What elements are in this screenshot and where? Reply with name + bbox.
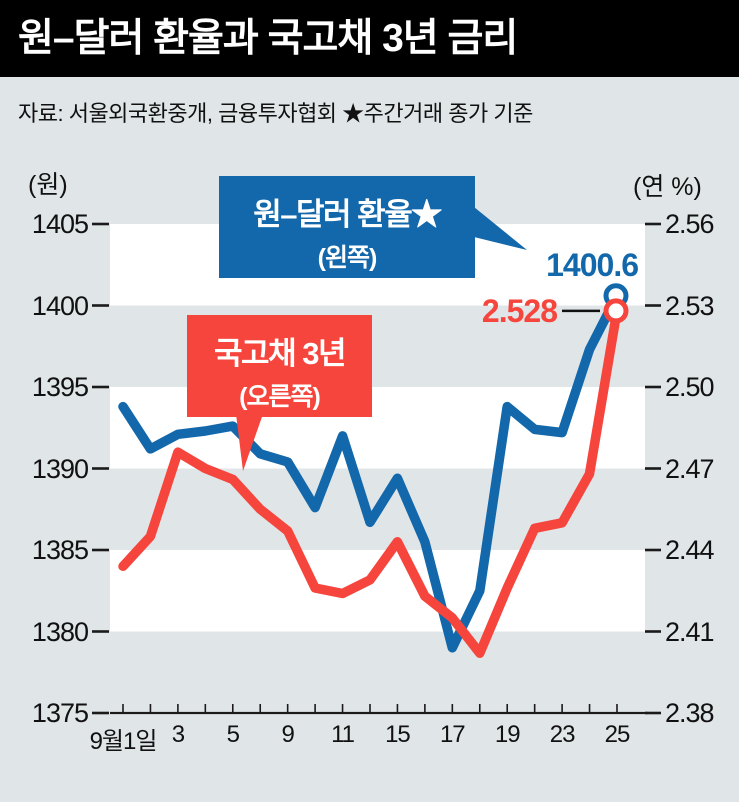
x-axis-tick bbox=[478, 704, 481, 713]
x-axis-tick bbox=[231, 704, 234, 713]
x-axis-label: 15 bbox=[385, 721, 411, 748]
left-axis-tick bbox=[92, 467, 109, 470]
x-axis-tick bbox=[588, 704, 591, 713]
x-axis-tick bbox=[533, 704, 536, 713]
x-axis-tick bbox=[369, 704, 371, 713]
left-axis-label: 1385 bbox=[31, 535, 89, 565]
x-axis-tick bbox=[314, 704, 316, 713]
x-axis-tick bbox=[122, 704, 124, 713]
x-axis-label: 9월1일 bbox=[89, 728, 158, 755]
callout-bond-yield-sub: (오른쪽) bbox=[239, 383, 321, 411]
x-axis-label: 25 bbox=[604, 721, 631, 748]
callout-exchange-rate-sub: (왼쪽) bbox=[317, 244, 378, 272]
page-title: 원–달러 환율과 국고채 3년 금리 bbox=[18, 17, 518, 60]
x-axis-tick bbox=[396, 704, 399, 713]
left-axis-tick bbox=[92, 630, 109, 633]
right-axis-tick bbox=[645, 467, 661, 470]
x-axis-label: 19 bbox=[494, 721, 521, 748]
left-axis-label: 1405 bbox=[31, 209, 89, 239]
x-axis-tick bbox=[149, 704, 152, 713]
left-axis-label: 1390 bbox=[31, 453, 89, 484]
x-axis-baseline bbox=[110, 711, 648, 715]
exchange-rate-end-value: 1400.6 bbox=[546, 247, 639, 283]
left-axis-unit-label: (원) bbox=[28, 171, 68, 199]
right-axis-label: 2.53 bbox=[665, 290, 715, 321]
right-axis-tick bbox=[645, 711, 661, 715]
callout-bond-yield: 국고채 3년 (오른쪽) bbox=[187, 315, 372, 417]
x-axis-tick bbox=[341, 704, 344, 713]
x-axis-tick bbox=[177, 704, 179, 713]
source-note: 자료: 서울외국환중개, 금융투자협회 ★주간거래 종가 기준 bbox=[18, 101, 533, 126]
right-axis-unit-label: (연 %) bbox=[633, 173, 702, 201]
callout-bond-yield-title: 국고채 3년 bbox=[214, 336, 346, 371]
x-axis-label: 17 bbox=[439, 721, 466, 748]
x-axis-tick bbox=[204, 704, 207, 713]
bond-yield-end-value: 2.528 bbox=[481, 293, 558, 329]
left-axis-label: 1400 bbox=[31, 290, 89, 321]
x-axis-label: 23 bbox=[549, 721, 576, 748]
left-axis-label: 1375 bbox=[31, 698, 89, 728]
series-bond-yield-line bbox=[118, 306, 622, 658]
x-axis-tick bbox=[561, 704, 563, 713]
x-axis-tick bbox=[424, 704, 426, 713]
right-axis-label: 2.44 bbox=[665, 535, 715, 565]
x-axis-label: 9 bbox=[281, 721, 294, 748]
left-axis-tick bbox=[92, 222, 109, 226]
right-axis-tick bbox=[645, 548, 661, 552]
left-axis-tick bbox=[92, 548, 109, 552]
right-axis-label: 2.38 bbox=[665, 698, 715, 728]
x-axis-tick bbox=[616, 704, 618, 713]
left-axis-label: 1380 bbox=[31, 616, 89, 647]
plot-band bbox=[110, 631, 645, 714]
x-axis-tick bbox=[259, 704, 262, 713]
x-axis-label: 3 bbox=[171, 721, 185, 748]
right-axis-label: 2.47 bbox=[665, 453, 715, 484]
right-axis-label: 2.50 bbox=[665, 372, 715, 402]
right-axis-label: 2.41 bbox=[665, 616, 715, 647]
left-axis-label: 1395 bbox=[31, 372, 89, 402]
endpoint-circle-red bbox=[603, 298, 629, 324]
series-exchange-rate-line bbox=[118, 290, 622, 653]
right-axis-tick bbox=[645, 304, 661, 307]
x-axis-label: 11 bbox=[331, 721, 355, 748]
right-axis-tick bbox=[645, 385, 661, 389]
right-axis-label: 2.56 bbox=[665, 209, 715, 239]
x-axis-tick bbox=[506, 704, 509, 713]
right-axis-tick bbox=[645, 630, 661, 633]
left-axis-tick bbox=[92, 385, 109, 389]
x-axis-tick bbox=[286, 704, 289, 713]
right-axis-tick bbox=[645, 222, 661, 226]
callout-exchange-rate-pointer bbox=[474, 207, 527, 250]
callout-exchange-rate: 원–달러 환율★ (왼쪽) bbox=[219, 176, 475, 278]
x-axis-label: 5 bbox=[226, 721, 240, 748]
left-axis-tick bbox=[92, 304, 109, 307]
callout-bond-yield-pointer bbox=[236, 414, 263, 471]
left-axis-tick bbox=[92, 711, 109, 715]
x-axis-tick bbox=[451, 704, 454, 713]
callout-exchange-rate-title: 원–달러 환율★ bbox=[253, 197, 442, 232]
title-bar: 원–달러 환율과 국고채 3년 금리 bbox=[0, 0, 739, 77]
